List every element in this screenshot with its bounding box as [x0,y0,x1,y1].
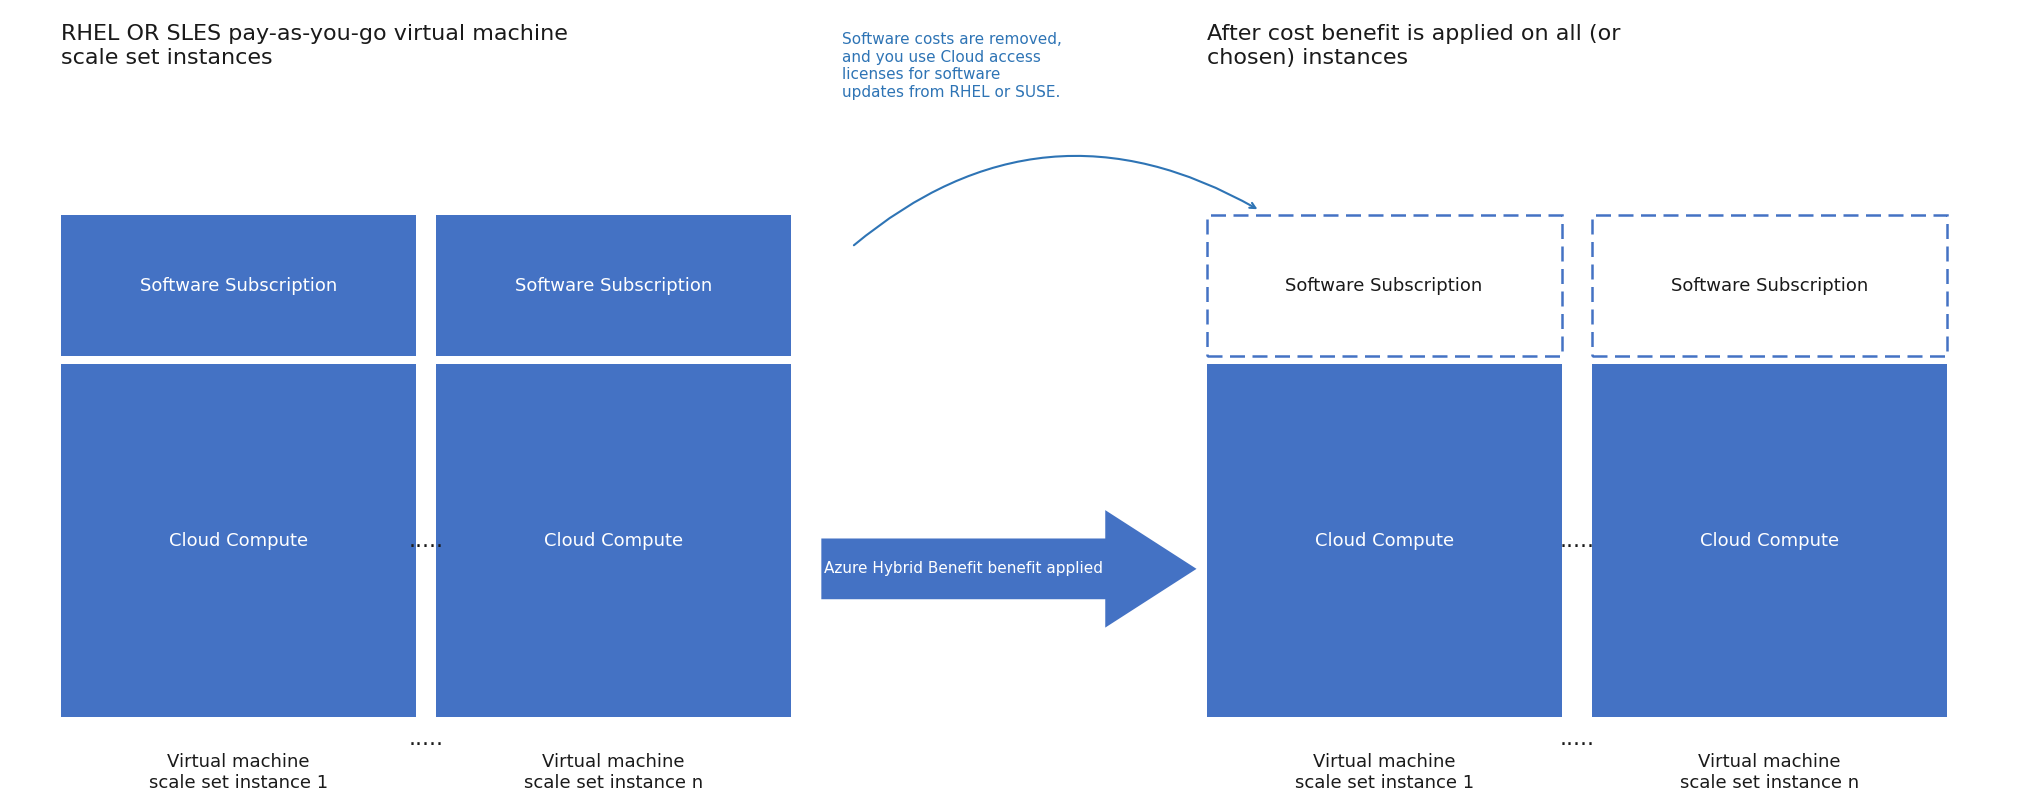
Text: .....: ..... [1560,531,1594,551]
Text: Cloud Compute: Cloud Compute [544,531,683,550]
Text: Virtual machine
scale set instance 1: Virtual machine scale set instance 1 [148,753,329,792]
Text: Software Subscription: Software Subscription [1671,276,1868,295]
Text: After cost benefit is applied on all (or
chosen) instances: After cost benefit is applied on all (or… [1207,24,1620,67]
Text: RHEL OR SLES pay-as-you-go virtual machine
scale set instances: RHEL OR SLES pay-as-you-go virtual machi… [61,24,568,67]
Text: .....: ..... [408,729,444,749]
FancyBboxPatch shape [1592,215,1947,356]
Text: Cloud Compute: Cloud Compute [1314,531,1454,550]
Text: .....: ..... [1560,729,1594,749]
Text: Azure Hybrid Benefit benefit applied: Azure Hybrid Benefit benefit applied [823,561,1103,577]
Text: Virtual machine
scale set instance n: Virtual machine scale set instance n [523,753,704,792]
FancyBboxPatch shape [436,215,791,356]
Text: Cloud Compute: Cloud Compute [168,531,308,550]
Text: .....: ..... [408,531,444,551]
Text: Software Subscription: Software Subscription [515,276,712,295]
Text: Software Subscription: Software Subscription [140,276,337,295]
Text: Cloud Compute: Cloud Compute [1699,531,1839,550]
FancyBboxPatch shape [1207,215,1562,356]
FancyBboxPatch shape [436,364,791,717]
Text: Virtual machine
scale set instance n: Virtual machine scale set instance n [1679,753,1860,792]
FancyBboxPatch shape [1207,364,1562,717]
Text: Software costs are removed,
and you use Cloud access
licenses for software
updat: Software costs are removed, and you use … [842,32,1061,100]
Text: Software Subscription: Software Subscription [1286,276,1482,295]
FancyBboxPatch shape [61,215,416,356]
Text: Virtual machine
scale set instance 1: Virtual machine scale set instance 1 [1294,753,1474,792]
FancyBboxPatch shape [61,364,416,717]
FancyBboxPatch shape [1592,364,1947,717]
Polygon shape [821,510,1197,628]
